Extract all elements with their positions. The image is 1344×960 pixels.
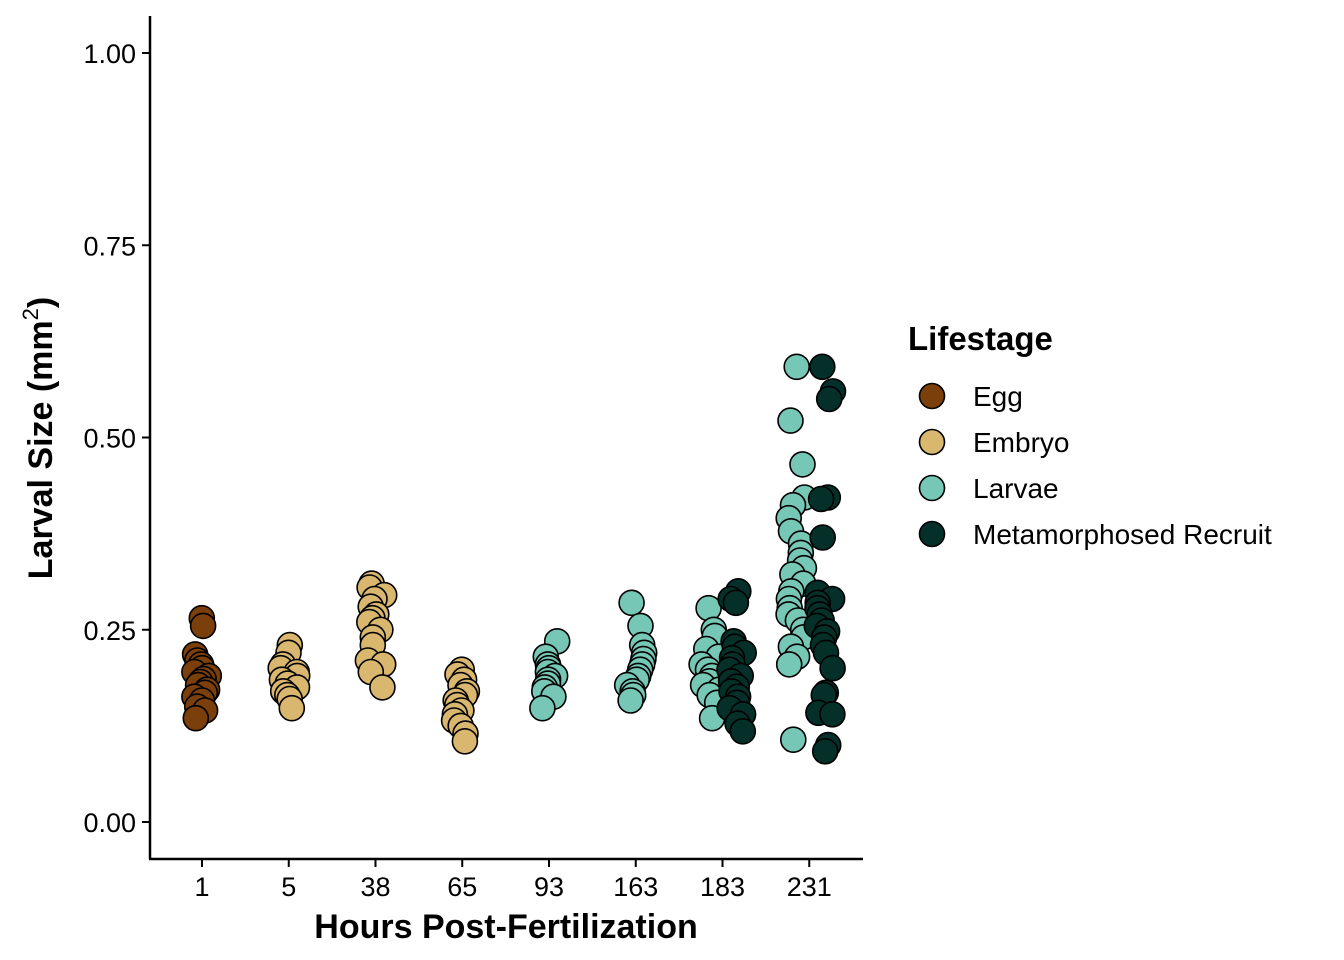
legend-label: Larvae bbox=[973, 473, 1059, 504]
data-point bbox=[451, 727, 479, 755]
legend: Lifestage Egg Embryo Larvae Metamorphosed R… bbox=[908, 320, 1272, 550]
data-point bbox=[811, 737, 839, 765]
y-axis-ticks: 0.00 0.25 0.50 0.75 1.00 bbox=[83, 39, 150, 838]
legend-swatch bbox=[918, 520, 946, 548]
data-point bbox=[819, 654, 846, 682]
legend-title: Lifestage bbox=[908, 320, 1053, 357]
x-tick-label: 38 bbox=[360, 872, 390, 902]
legend-swatch bbox=[918, 382, 946, 410]
data-point bbox=[775, 651, 803, 678]
data-point bbox=[819, 700, 846, 728]
legend-items: Egg Embryo Larvae Metamorphosed Recruit bbox=[918, 381, 1272, 550]
data-points bbox=[181, 353, 847, 765]
y-tick-label: 0.50 bbox=[83, 424, 136, 454]
y-tick-label: 1.00 bbox=[83, 39, 136, 69]
data-point bbox=[529, 694, 556, 722]
x-tick-label: 93 bbox=[534, 872, 564, 902]
data-point bbox=[779, 726, 807, 754]
data-point bbox=[809, 524, 837, 551]
data-point bbox=[729, 717, 757, 745]
x-tick-label: 5 bbox=[281, 872, 296, 902]
data-point bbox=[278, 694, 306, 722]
legend-swatch bbox=[918, 428, 946, 456]
legend-label: Egg bbox=[973, 381, 1023, 412]
y-tick-label: 0.00 bbox=[83, 808, 136, 838]
y-axis-title: Larval Size (mm2) bbox=[18, 297, 60, 579]
x-tick-label: 163 bbox=[613, 872, 658, 902]
y-tick-label: 0.25 bbox=[83, 616, 136, 646]
y-axis-title-main: Larval Size (mm bbox=[22, 320, 60, 579]
data-point bbox=[617, 687, 644, 714]
x-axis-ticks: 1 5 38 65 93 163 183 231 bbox=[194, 859, 832, 902]
data-point bbox=[808, 353, 836, 381]
data-point bbox=[815, 385, 843, 413]
x-tick-label: 231 bbox=[787, 872, 832, 902]
data-point bbox=[783, 353, 811, 381]
y-axis-title-superscript: 2 bbox=[18, 308, 43, 320]
x-tick-label: 1 bbox=[194, 872, 209, 902]
data-point bbox=[182, 704, 210, 732]
x-axis-title: Hours Post-Fertilization bbox=[314, 908, 697, 946]
x-tick-label: 183 bbox=[700, 872, 745, 902]
data-point bbox=[777, 407, 804, 434]
legend-swatch bbox=[918, 474, 946, 502]
legend-label: Embryo bbox=[973, 427, 1069, 458]
legend-label: Metamorphosed Recruit bbox=[973, 519, 1272, 550]
data-point bbox=[189, 612, 217, 640]
data-point bbox=[695, 594, 722, 622]
data-point bbox=[722, 589, 750, 617]
data-point bbox=[789, 451, 816, 478]
x-tick-label: 65 bbox=[447, 872, 477, 902]
y-axis-title-close: ) bbox=[22, 297, 60, 308]
data-point bbox=[369, 674, 396, 701]
y-tick-label: 0.75 bbox=[83, 231, 136, 261]
data-point bbox=[618, 589, 645, 617]
data-point bbox=[807, 485, 835, 513]
